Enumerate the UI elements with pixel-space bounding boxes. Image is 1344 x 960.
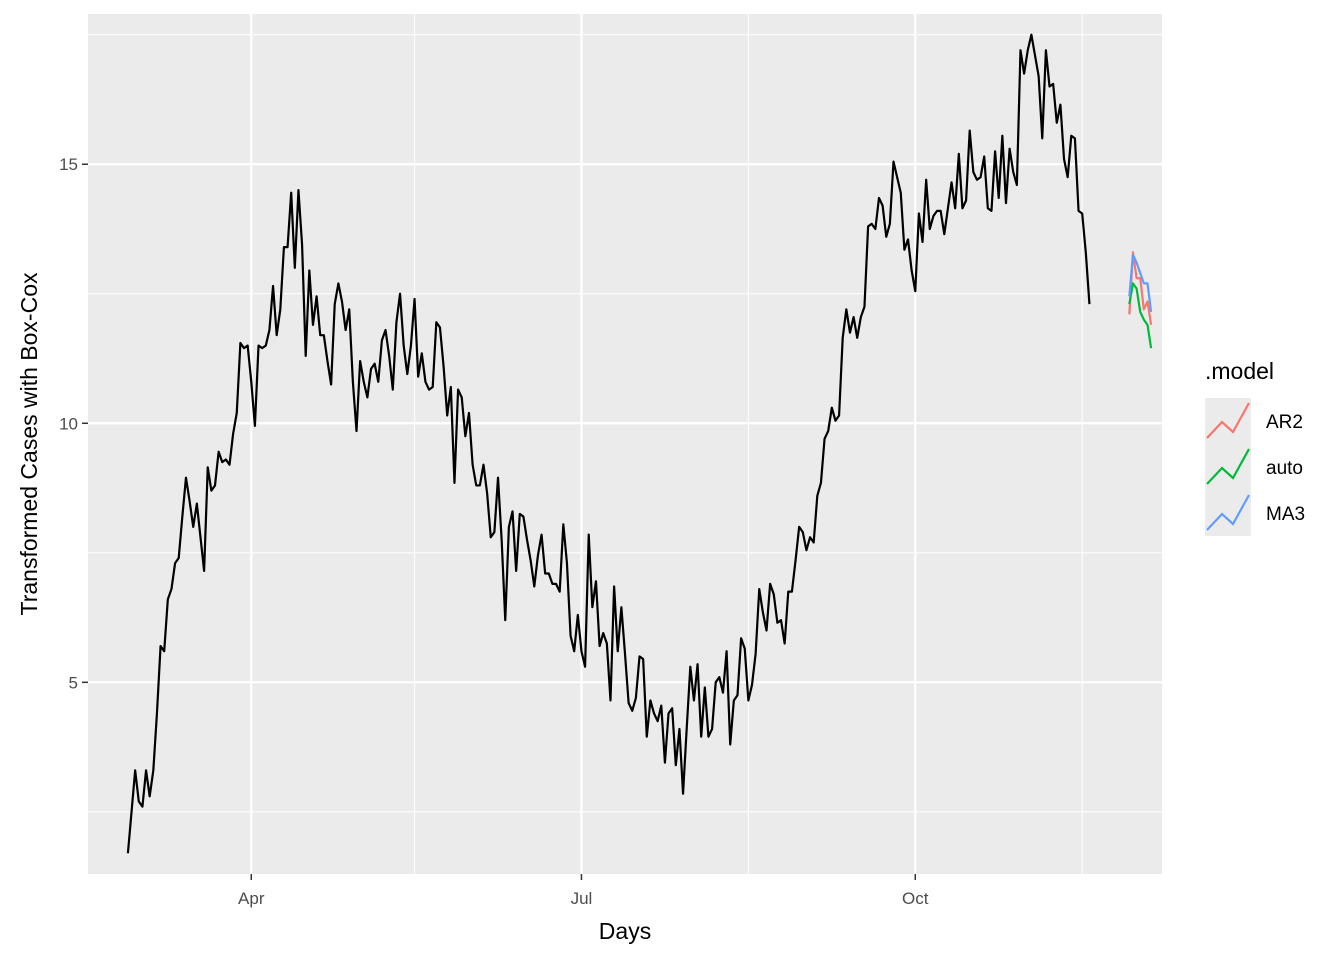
y-tick-label: 15	[59, 155, 78, 174]
forecast-line-ar2	[1128, 251, 1153, 326]
series-lines	[126, 33, 1153, 854]
y-axis: 5 10 15	[59, 155, 88, 692]
x-axis-title: Days	[599, 918, 651, 944]
legend-key	[1205, 398, 1251, 444]
legend-item-auto: auto	[1205, 444, 1303, 490]
history-line	[126, 33, 1091, 854]
legend-key-line	[1206, 448, 1250, 485]
legend-key-line	[1206, 402, 1250, 439]
legend-key	[1205, 444, 1251, 490]
x-tick-label: Oct	[902, 889, 929, 908]
legend-key-line	[1206, 494, 1250, 531]
legend-label: auto	[1266, 458, 1303, 479]
x-axis: Apr Jul Oct	[238, 874, 929, 908]
legend-title: .model	[1205, 358, 1274, 384]
y-tick-label: 5	[69, 673, 78, 692]
minor-gridlines	[88, 14, 1162, 874]
legend-label: AR2	[1266, 412, 1303, 433]
forecast-line-auto	[1128, 282, 1153, 349]
y-axis-title: Transformed Cases with Box-Cox	[16, 272, 42, 615]
x-tick-label: Jul	[571, 889, 593, 908]
legend-label: MA3	[1266, 504, 1305, 525]
forecast-line-ma3	[1128, 253, 1153, 313]
legend-item-ma3: MA3	[1205, 490, 1305, 536]
legend-item-ar2: AR2	[1205, 398, 1303, 444]
legend-key	[1205, 490, 1251, 536]
x-tick-label: Apr	[238, 889, 265, 908]
y-tick-label: 10	[59, 414, 78, 433]
legend: .model AR2 auto MA3	[1205, 358, 1305, 536]
